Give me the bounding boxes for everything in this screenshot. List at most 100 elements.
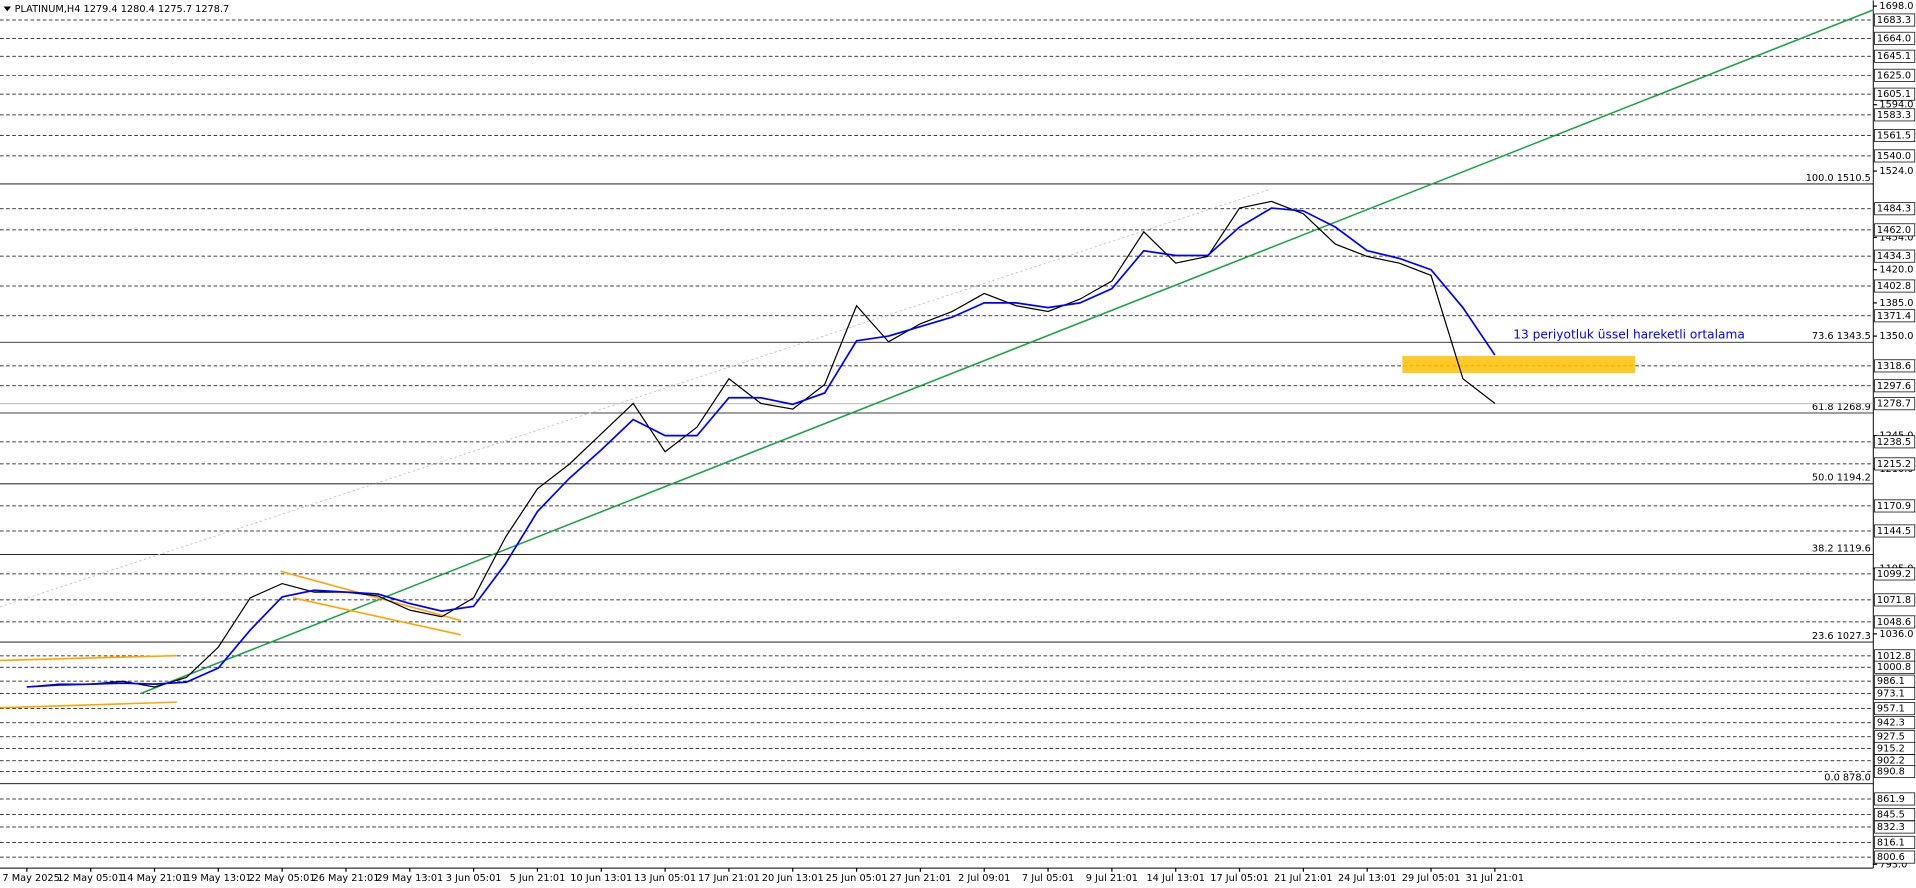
level-label: 1462.0 (1877, 225, 1911, 236)
level-label: 1215.2 (1877, 459, 1911, 470)
level-label: 986.1 (1877, 676, 1905, 687)
level-box (1874, 435, 1916, 449)
x-tick-label: 24 Jul 13:01 (1338, 873, 1396, 884)
level-box (1874, 524, 1916, 538)
level-box (1874, 223, 1916, 237)
x-tick-label: 26 May 21:01 (313, 873, 380, 884)
level-box (1874, 567, 1916, 581)
level-box (1874, 149, 1916, 163)
level-label: 973.1 (1877, 689, 1905, 700)
trendline (0, 654, 177, 662)
level-label: 1170.9 (1877, 501, 1911, 512)
level-box (1874, 279, 1916, 293)
menu-arrow[interactable] (3, 6, 11, 12)
trendline (292, 597, 462, 636)
level-label: 1012.8 (1877, 651, 1911, 662)
chart-title: PLATINUM,H4 1279.4 1280.4 1275.7 1278.7 (15, 4, 230, 15)
level-label: 1071.8 (1877, 595, 1911, 606)
zone (1402, 356, 1636, 374)
y-tick-label: 1385.0 (1879, 298, 1913, 309)
price-line (26, 200, 1496, 688)
annotation: 13 periyotluk üssel hareketli ortalama (1513, 327, 1745, 341)
level-label: 1238.5 (1877, 437, 1911, 448)
level-box (1874, 716, 1916, 730)
x-tick-label: 3 Jun 05:01 (446, 873, 502, 884)
x-tick-label: 27 Jun 21:01 (889, 873, 951, 884)
fib-label: 38.2 1119.6 (1812, 543, 1871, 554)
level-box (1874, 820, 1916, 834)
x-tick-label: 17 Jul 05:01 (1210, 873, 1268, 884)
y-tick-label: 1420.0 (1879, 265, 1913, 276)
level-label: 1048.6 (1877, 617, 1911, 628)
level-label: 861.9 (1877, 794, 1905, 805)
level-label: 1664.0 (1877, 33, 1911, 44)
level-box (1874, 309, 1916, 323)
fib-label: 23.6 1027.3 (1812, 631, 1871, 642)
x-tick-label: 29 May 13:01 (376, 873, 443, 884)
level-label: 1434.3 (1877, 251, 1911, 262)
y-tick-label: 1036.0 (1879, 629, 1913, 640)
x-tick-label: 17 Jun 21:01 (698, 873, 760, 884)
x-tick-label: 7 Jul 05:01 (1022, 873, 1074, 884)
level-label: 816.1 (1877, 837, 1905, 848)
level-label: 1402.8 (1877, 281, 1911, 292)
level-box (1874, 87, 1916, 101)
level-label: 1371.4 (1877, 311, 1911, 322)
level-box (1874, 31, 1916, 45)
trendline (0, 189, 1270, 608)
x-tick-label: 7 May 2025 (2, 873, 59, 884)
level-box (1874, 765, 1916, 779)
level-box (1874, 202, 1916, 216)
level-label: 800.6 (1877, 852, 1905, 863)
level-box (1874, 457, 1916, 471)
y-tick-label: 1350.0 (1879, 331, 1913, 342)
level-label: 1144.5 (1877, 526, 1911, 537)
level-label: 942.3 (1877, 718, 1905, 729)
level-label: 1318.6 (1877, 361, 1911, 372)
x-tick-label: 9 Jul 21:01 (1086, 873, 1138, 884)
level-label: 957.1 (1877, 704, 1905, 715)
level-label: 1297.6 (1877, 381, 1911, 392)
level-box (1874, 129, 1916, 142)
level-box (1874, 702, 1916, 716)
level-label: 845.5 (1877, 810, 1905, 821)
y-tick-label: 793.0 (1879, 859, 1907, 870)
x-tick-label: 13 Jun 05:01 (634, 873, 696, 884)
level-label: 915.2 (1877, 743, 1905, 754)
x-tick-label: 20 Jun 13:01 (762, 873, 824, 884)
x-tick-label: 12 May 05:01 (57, 873, 124, 884)
level-label: 1540.0 (1877, 151, 1911, 162)
x-tick-label: 22 May 05:01 (249, 873, 316, 884)
level-label: 1645.1 (1877, 51, 1911, 62)
y-tick-label: 1454.0 (1879, 232, 1913, 243)
x-tick-label: 14 Jul 13:01 (1146, 873, 1204, 884)
level-box (1874, 615, 1916, 629)
y-tick-label: 1594.0 (1879, 100, 1913, 111)
x-tick-label: 14 May 21:01 (121, 873, 188, 884)
trendline (140, 9, 1874, 695)
level-label: 1000.8 (1877, 662, 1911, 673)
level-label: 890.8 (1877, 767, 1905, 778)
level-label: 902.2 (1877, 756, 1905, 767)
fib-label: 50.0 1194.2 (1812, 473, 1871, 484)
level-label: 927.5 (1877, 732, 1905, 743)
level-box (1874, 593, 1916, 607)
x-tick-label: 10 Jun 13:01 (570, 873, 632, 884)
level-label: 1484.3 (1877, 204, 1911, 215)
level-label: 1683.3 (1877, 15, 1911, 26)
x-tick-label: 19 May 13:01 (185, 873, 252, 884)
x-tick-label: 25 Jun 05:01 (826, 873, 888, 884)
level-box (1874, 68, 1916, 82)
trendline (0, 701, 177, 709)
level-box (1874, 13, 1916, 27)
last-price-label: 1278.7 (1877, 399, 1911, 410)
x-tick-label: 5 Jun 21:01 (510, 873, 566, 884)
fib-label: 73.6 1343.5 (1812, 331, 1871, 342)
level-box (1874, 249, 1916, 263)
level-label: 1605.1 (1877, 89, 1911, 100)
x-tick-label: 29 Jul 05:01 (1402, 873, 1460, 884)
x-tick-label: 21 Jul 21:01 (1274, 873, 1332, 884)
level-label: 1625.0 (1877, 70, 1911, 81)
